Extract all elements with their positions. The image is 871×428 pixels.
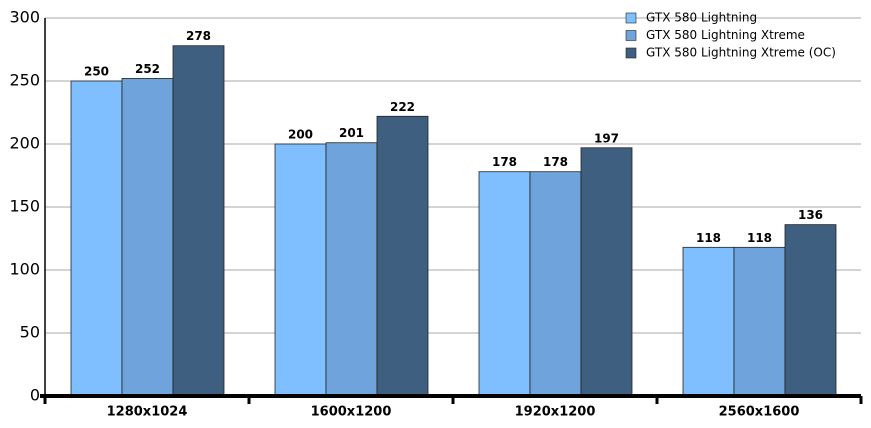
y-tick-label: 100: [9, 260, 40, 279]
bar: [682, 246, 735, 397]
bar: [172, 45, 225, 397]
bar: [376, 115, 429, 397]
x-tick-label: 1920x1200: [515, 405, 596, 420]
x-tick-label: 1280x1024: [107, 405, 188, 420]
bar: [580, 147, 633, 397]
bar: [274, 143, 327, 397]
legend-label: GTX 580 Lightning Xtreme: [646, 28, 805, 42]
value-label: 197: [594, 131, 619, 145]
bar: [784, 224, 837, 397]
value-label: 178: [543, 155, 568, 169]
legend-swatch: [625, 30, 637, 41]
value-label: 250: [84, 65, 109, 79]
value-label: 118: [696, 231, 721, 245]
value-label: 136: [798, 208, 823, 222]
value-label: 222: [390, 100, 415, 114]
y-tick-label: 0: [30, 386, 40, 405]
y-tick-label: 250: [9, 71, 40, 90]
y-tick-label: 50: [20, 323, 40, 342]
bar: [121, 78, 174, 397]
bar: [478, 171, 531, 397]
bar: [733, 246, 786, 397]
value-label: 200: [288, 128, 313, 142]
legend-label: GTX 580 Lightning: [646, 11, 757, 25]
value-label: 278: [186, 29, 211, 43]
x-tick-label: 2560x1600: [719, 405, 800, 420]
bar: [529, 171, 582, 397]
value-label: 252: [135, 62, 160, 76]
x-tick-label: 1600x1200: [311, 405, 392, 420]
bar: [70, 80, 123, 397]
value-label: 118: [747, 231, 772, 245]
y-tick-label: 300: [9, 8, 40, 27]
legend-label: GTX 580 Lightning Xtreme (OC): [646, 46, 836, 60]
legend-swatch: [625, 12, 637, 24]
value-label: 178: [492, 155, 517, 169]
value-label: 201: [339, 126, 364, 140]
bar: [325, 142, 378, 397]
legend-swatch: [625, 47, 637, 59]
y-tick-label: 200: [9, 134, 40, 153]
y-tick-label: 150: [9, 197, 40, 216]
